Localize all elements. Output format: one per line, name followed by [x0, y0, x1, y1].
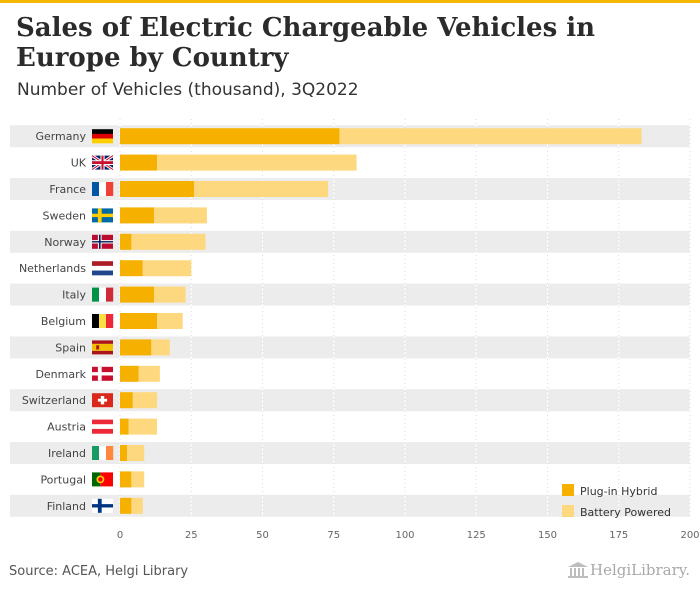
category-label: Norway [44, 236, 86, 249]
x-tick-label: 25 [185, 530, 198, 541]
flag-pt-icon [92, 472, 113, 487]
flag-dk-icon [92, 366, 113, 381]
bar-battery-powered [339, 128, 642, 145]
bar-battery-powered [154, 207, 207, 224]
bar-plug-in-hybrid [120, 128, 340, 145]
category-label: France [49, 183, 86, 196]
bar-plug-in-hybrid [120, 418, 129, 435]
category-label: Netherlands [19, 262, 86, 275]
flag-fi-icon [92, 498, 113, 513]
bar-plug-in-hybrid [120, 233, 132, 250]
bar-battery-powered [131, 497, 143, 514]
bar-plug-in-hybrid [120, 497, 132, 514]
category-labels: Germany UK France Sweden Norway Netherlands It… [19, 130, 87, 513]
bar-battery-powered [128, 418, 158, 435]
category-label: Sweden [43, 209, 86, 222]
chart-subtitle: Number of Vehicles (thousand), 3Q2022 [17, 80, 359, 100]
library-columns-icon [568, 562, 588, 578]
bar-plug-in-hybrid [120, 445, 128, 461]
bar-battery-powered [131, 471, 145, 488]
legend: Plug-in Hybrid Battery Powered [562, 484, 671, 519]
bar-plug-in-hybrid [120, 260, 143, 277]
bar-battery-powered [142, 260, 192, 277]
flag-ch-icon [92, 393, 113, 408]
bar-battery-powered [157, 313, 183, 329]
category-label: Italy [62, 289, 86, 302]
bar-battery-powered [132, 392, 158, 409]
row-band [10, 389, 690, 412]
bar-battery-powered [157, 154, 357, 171]
flag-gb-icon [91, 154, 114, 171]
bar-plug-in-hybrid [120, 392, 133, 409]
x-tick-label: 100 [395, 530, 414, 541]
category-label: Germany [35, 130, 86, 143]
top-accent-bar [0, 0, 700, 3]
bar-battery-powered [131, 233, 206, 250]
x-tick-label: 150 [538, 530, 557, 541]
category-label: Belgium [41, 315, 86, 328]
bar-battery-powered [194, 181, 329, 197]
legend-swatch [562, 505, 574, 517]
row-band [10, 336, 690, 359]
bar-battery-powered [127, 445, 145, 461]
bar-battery-powered [138, 365, 160, 382]
legend-swatch [562, 484, 574, 496]
bar-battery-powered [154, 286, 186, 303]
x-tick-label: 50 [256, 530, 269, 541]
bar-plug-in-hybrid [120, 339, 152, 356]
chart-area: Germany UK France Sweden Norway Netherlands It… [10, 119, 700, 541]
bar-plug-in-hybrid [120, 181, 195, 197]
flag-nl-icon [92, 261, 113, 276]
bar-plug-in-hybrid [120, 471, 132, 488]
bars [120, 128, 642, 514]
row-band [10, 494, 690, 517]
bar-battery-powered [151, 339, 170, 356]
flag-at-icon [92, 419, 113, 434]
brand-name: HelgiLibrary. [590, 561, 691, 579]
flag-de-icon [92, 129, 113, 144]
x-tick-labels: 0 25 50 75 100 125 150 175 200 [117, 530, 700, 541]
legend-label: Plug-in Hybrid [580, 485, 657, 498]
bar-plug-in-hybrid [120, 207, 155, 224]
bar-plug-in-hybrid [120, 154, 158, 171]
source-note: Source: ACEA, Helgi Library [9, 564, 189, 579]
bar-plug-in-hybrid [120, 365, 139, 382]
category-label: UK [71, 157, 87, 170]
row-band [10, 442, 690, 464]
x-tick-label: 75 [327, 530, 340, 541]
category-label: Ireland [48, 447, 86, 460]
legend-label: Battery Powered [580, 506, 671, 519]
flag-no-icon [92, 234, 113, 249]
flag-se-icon [92, 208, 113, 223]
chart-title: Sales of Electric Chargeable Vehicles in… [16, 13, 596, 73]
x-tick-label: 0 [117, 530, 123, 541]
category-label: Portugal [40, 473, 86, 486]
x-tick-label: 125 [467, 530, 486, 541]
brand-logo: HelgiLibrary. [566, 561, 690, 579]
category-label: Spain [55, 341, 86, 354]
bar-plug-in-hybrid [120, 313, 158, 329]
flag-fr-icon [92, 182, 114, 196]
category-label: Finland [47, 500, 86, 513]
category-label: Denmark [35, 368, 86, 381]
x-tick-label: 200 [680, 530, 699, 541]
x-tick-label: 175 [609, 530, 628, 541]
flag-ie-icon [92, 446, 114, 460]
category-label: Austria [47, 421, 86, 434]
bar-plug-in-hybrid [120, 286, 155, 303]
flag-es-icon [92, 340, 113, 355]
flag-be-icon [92, 314, 114, 328]
flag-it-icon [92, 287, 114, 302]
flags [91, 129, 114, 513]
category-label: Switzerland [22, 394, 86, 407]
